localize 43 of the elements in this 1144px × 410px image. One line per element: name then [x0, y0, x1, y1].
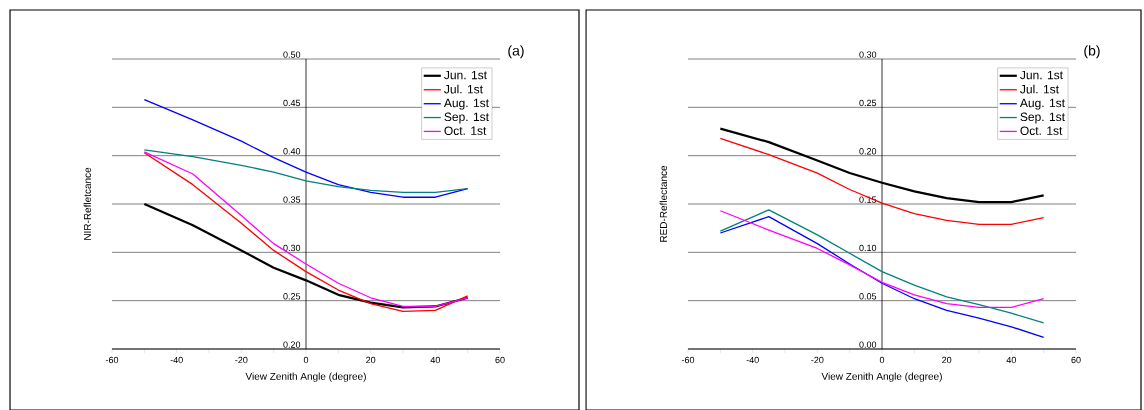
y-tick-label: 0.20 — [859, 148, 877, 155]
x-tick-label: -40 — [170, 356, 183, 364]
x-tick-label: 20 — [942, 356, 952, 364]
legend-label: Jun. 1st — [1020, 70, 1063, 80]
x-tick-label: -60 — [681, 356, 695, 364]
legend-label: Jul. 1st — [444, 84, 483, 94]
x-tick-label: 0 — [879, 356, 885, 364]
legend-label: Aug. 1st — [443, 98, 489, 110]
legend-label: Oct. 1st — [444, 126, 487, 135]
x-tick-label: 0 — [303, 356, 309, 364]
y-axis-title: NIR-Refletcance — [83, 167, 91, 240]
x-axis-title: View Zenith Angle (degree) — [245, 372, 366, 382]
y-tick-label: 0.05 — [859, 293, 877, 300]
y-tick-label: 0.30 — [859, 51, 877, 58]
y-tick-label: 0.25 — [859, 99, 877, 107]
y-tick-label: 0.20 — [283, 341, 301, 348]
y-axis-title: RED-Reflectance — [659, 165, 668, 242]
y-tick-label: 0.35 — [283, 196, 301, 203]
x-tick-label: 60 — [495, 356, 505, 364]
legend-label: Sep. 1st — [1020, 112, 1065, 124]
legend-label: Jun. 1st — [444, 70, 487, 80]
text: (a) — [508, 45, 524, 59]
legend-label: Oct. 1st — [1020, 126, 1063, 135]
y-tick-label: 0.25 — [283, 293, 301, 300]
x-axis-title: View Zenith Angle (degree) — [821, 372, 942, 382]
legend-label: Sep. 1st — [444, 112, 489, 124]
x-tick-label: -20 — [235, 356, 248, 364]
y-tick-label: 0.10 — [859, 244, 877, 252]
legend-label: Jul. 1st — [1020, 84, 1059, 94]
y-tick-label: 0.40 — [283, 148, 301, 155]
x-tick-label: -20 — [811, 356, 824, 364]
x-tick-label: -40 — [746, 356, 759, 364]
legend-label: Aug. 1st — [1019, 98, 1065, 110]
x-tick-label: -60 — [105, 356, 119, 364]
text: (b) — [1084, 45, 1100, 59]
y-tick-label: 0.00 — [859, 341, 877, 348]
x-tick-label: 40 — [1006, 356, 1016, 364]
x-tick-label: 60 — [1071, 356, 1081, 364]
y-tick-label: 0.30 — [283, 244, 301, 252]
y-tick-label: 0.50 — [283, 51, 301, 58]
y-tick-label: 0.45 — [283, 99, 301, 107]
x-tick-label: 40 — [430, 356, 440, 364]
x-tick-label: 20 — [366, 356, 376, 364]
